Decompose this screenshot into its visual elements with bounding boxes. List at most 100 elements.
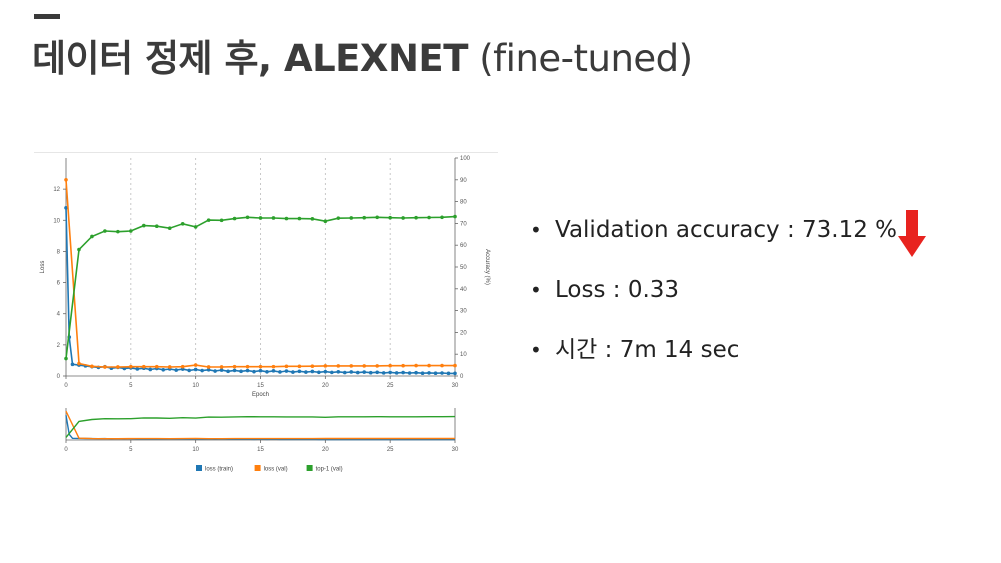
data-point (414, 370, 418, 375)
data-point (453, 371, 457, 376)
data-point (284, 369, 289, 373)
y-right-tick-label: 70 (460, 221, 467, 227)
data-point (219, 368, 224, 372)
data-point (271, 369, 276, 373)
data-point (440, 363, 444, 368)
bullet-dot: • (530, 278, 542, 302)
data-point (375, 215, 380, 220)
data-point (161, 367, 166, 372)
data-point (375, 364, 380, 368)
bullet-text: Validation accuracy : 73.12 % (555, 217, 898, 243)
data-point (440, 371, 444, 375)
data-point (323, 364, 328, 368)
data-point (440, 215, 444, 220)
data-point (420, 371, 425, 375)
data-point (180, 222, 185, 226)
overview-x-tick-label: 10 (192, 447, 199, 453)
data-point (167, 226, 172, 230)
data-point (453, 363, 457, 368)
data-point (252, 369, 256, 374)
y-right-tick-label: 60 (460, 243, 467, 249)
bullet-dot: • (530, 338, 542, 362)
y-left-tick-label: 8 (57, 249, 61, 255)
bullet-text: 시간 : 7m 14 sec (555, 337, 740, 363)
data-point (193, 367, 198, 372)
data-point (116, 365, 120, 369)
data-point (154, 224, 159, 229)
overview-x-tick-label: 20 (322, 447, 329, 453)
data-point (77, 361, 81, 366)
y-right-tick-label: 80 (460, 200, 467, 206)
bullet-loss: • Loss : 0.33 (528, 270, 897, 330)
bullet-text: Loss : 0.33 (555, 277, 680, 303)
data-point (407, 371, 412, 375)
data-point (414, 215, 418, 220)
y-right-tick-label: 0 (460, 374, 464, 380)
results-list: • Validation accuracy : 73.12 % • Loss : 0… (528, 210, 897, 390)
y-right-tick-label: 30 (460, 309, 467, 315)
data-point (330, 370, 334, 375)
data-point (401, 216, 405, 220)
data-point (245, 368, 250, 373)
y-axis-left-label: Loss (40, 261, 46, 274)
data-point (64, 178, 68, 182)
data-point (129, 364, 133, 369)
data-point (239, 369, 243, 374)
data-point (265, 369, 269, 374)
data-point (304, 370, 308, 374)
data-point (232, 368, 237, 373)
overview-line-2 (65, 415, 456, 438)
data-point (349, 364, 354, 368)
slide-title-main: 데이터 정제 후, ALEXNET (32, 37, 468, 80)
y-right-tick-label: 20 (460, 330, 467, 336)
data-point (427, 215, 431, 220)
data-point (245, 364, 250, 369)
data-point (193, 363, 198, 367)
bullet-dot: • (530, 218, 542, 242)
overview-x-tick-label: 0 (64, 447, 68, 453)
data-point (245, 215, 250, 220)
data-point (284, 216, 289, 221)
x-tick-label: 25 (387, 383, 394, 389)
data-point (206, 218, 211, 222)
legend-swatch (196, 465, 202, 471)
legend-swatch (306, 465, 313, 471)
series-line-2 (65, 215, 456, 359)
data-point (310, 369, 315, 374)
data-point (232, 216, 237, 221)
data-point (90, 364, 94, 369)
data-point (433, 371, 438, 375)
data-point (232, 364, 237, 369)
x-tick-label: 20 (322, 383, 329, 389)
data-point (271, 364, 276, 369)
data-point (258, 368, 263, 373)
data-point (297, 369, 302, 374)
data-point (219, 218, 224, 223)
data-point (297, 364, 302, 369)
data-point (187, 368, 191, 373)
data-point (323, 219, 328, 224)
data-point (362, 364, 367, 368)
data-point (148, 367, 153, 372)
data-point (135, 367, 140, 371)
data-point (336, 369, 341, 374)
data-point (394, 371, 399, 375)
data-point (381, 371, 386, 375)
y-axis-right-label: Accuracy (%) (484, 249, 490, 285)
data-point (64, 356, 68, 361)
data-point (323, 369, 328, 374)
data-point (427, 371, 431, 375)
y-right-tick-label: 40 (460, 287, 467, 293)
data-point (103, 365, 107, 369)
training-chart: 0 5 10 15 20 25 30 0 2 4 6 8 10 12 0 10 20 30 40 50 60 70 80 90… (34, 152, 498, 479)
data-point (291, 370, 295, 374)
data-point (317, 370, 321, 375)
data-point (362, 215, 367, 220)
x-axis-label: Epoch (252, 392, 269, 398)
data-point (310, 364, 315, 368)
data-point (142, 364, 146, 369)
legend-swatch (254, 465, 261, 471)
y-left-tick-label: 12 (53, 187, 60, 193)
data-point (174, 368, 179, 372)
overview-x-tick-label: 15 (257, 447, 264, 453)
